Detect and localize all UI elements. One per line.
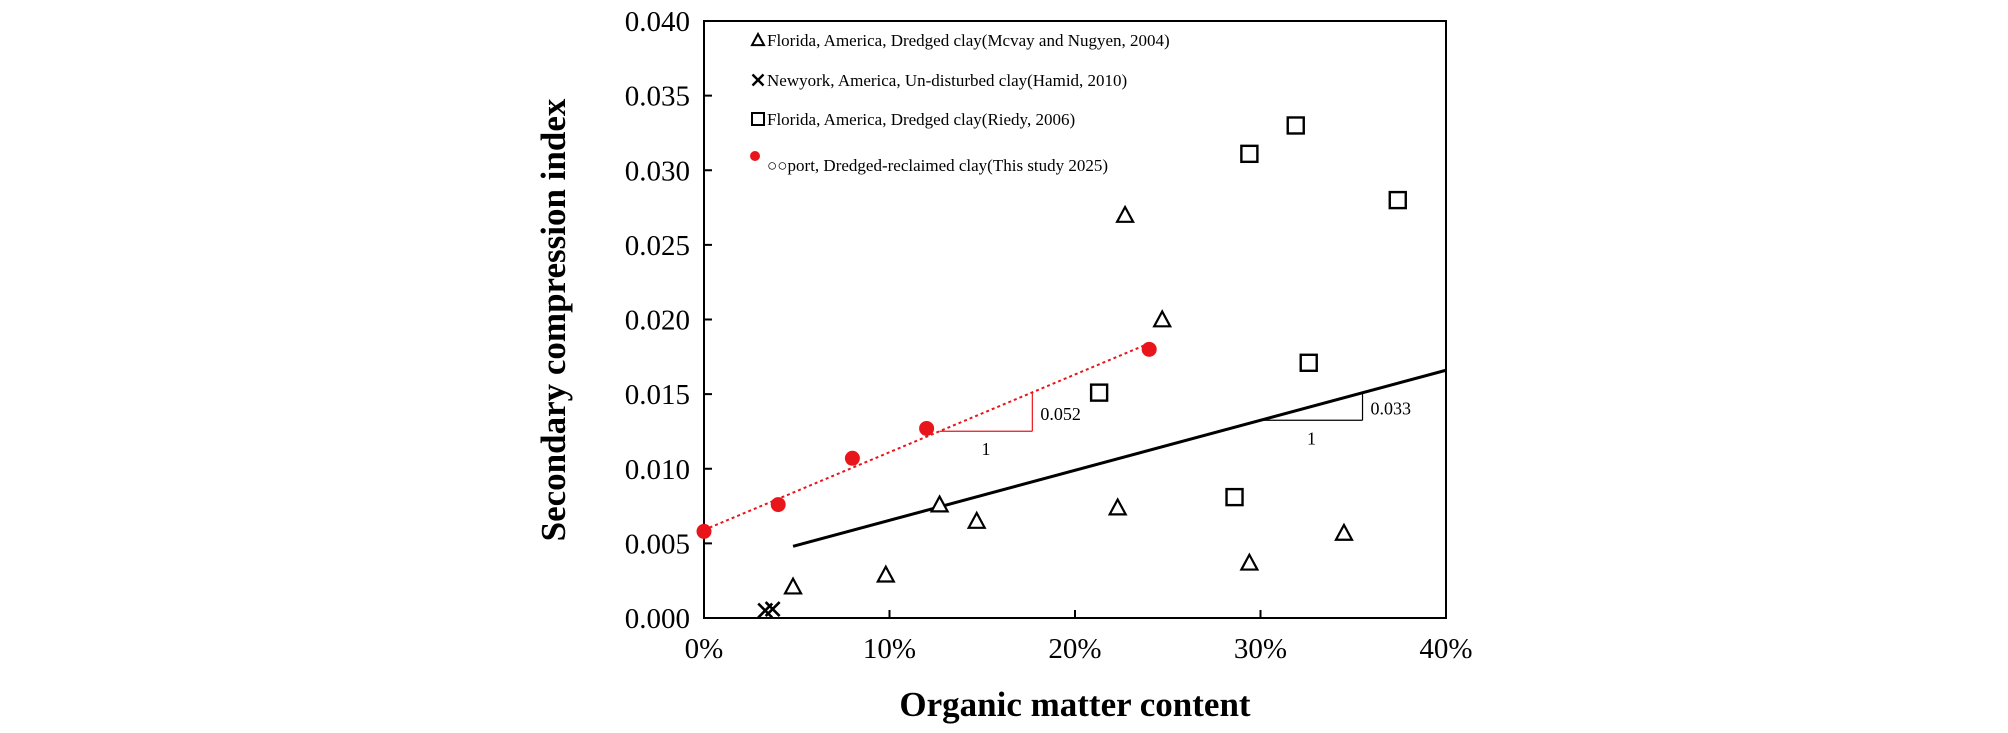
legend-item: Florida, America, Dredged clay(Mcvay and… — [750, 31, 1170, 50]
x-tick-label: 20% — [1048, 633, 1101, 665]
x-tick-label: 0% — [685, 633, 724, 665]
y-tick-label: 0.005 — [625, 528, 690, 560]
triangle-marker — [966, 510, 987, 529]
x-axis-title: Organic matter content — [899, 685, 1251, 724]
legend-item: Newyork, America, Un-disturbed clay(Hami… — [751, 71, 1127, 90]
series-square — [1089, 116, 1407, 507]
x-tick-label: 30% — [1234, 633, 1287, 665]
legend-item: Florida, America, Dredged clay(Riedy, 20… — [751, 110, 1075, 129]
series-circle — [696, 341, 1157, 539]
series-triangle — [783, 204, 1354, 595]
y-tick-label: 0.015 — [625, 379, 690, 411]
circle-marker — [1141, 341, 1157, 357]
slope-run-label: 1 — [1307, 428, 1316, 448]
legend-triangle-marker — [750, 31, 766, 47]
trendline — [792, 368, 1447, 548]
y-tick-label: 0.000 — [625, 603, 690, 635]
legend-label: Florida, America, Dredged clay(Riedy, 20… — [767, 110, 1075, 129]
x-tick-label: 10% — [863, 633, 916, 665]
slope-run-label: 1 — [981, 439, 990, 459]
triangle-marker — [1239, 552, 1260, 571]
y-axis-title: Secondary compression index — [534, 98, 573, 541]
trendline — [703, 342, 1150, 531]
data-marks — [696, 116, 1407, 619]
square-marker — [1299, 353, 1318, 372]
series-x — [757, 601, 781, 619]
triangle-marker — [1115, 204, 1135, 223]
x-marker-stroke — [764, 601, 781, 617]
y-tick-label: 0.030 — [625, 155, 690, 187]
x-tick-label: 40% — [1419, 633, 1472, 665]
circle-marker — [770, 497, 786, 513]
circle-marker — [696, 523, 712, 539]
circle-marker — [919, 420, 935, 436]
square-marker — [1388, 190, 1407, 210]
triangle-marker — [1334, 522, 1354, 541]
y-tick-label: 0.010 — [625, 454, 690, 486]
triangle-marker — [1152, 309, 1173, 328]
triangle-marker — [875, 564, 896, 583]
y-tick-label: 0.020 — [625, 305, 690, 337]
legend-x-marker — [751, 73, 765, 87]
triangle-marker — [929, 494, 950, 513]
x-axis: 0% 10% 20% 30% 40% — [685, 610, 1473, 665]
slope-value-label: 0.033 — [1371, 399, 1412, 419]
legend-circle-marker — [750, 151, 760, 161]
trendlines: 1 0.052 1 0.033 — [703, 342, 1447, 548]
slope-value-label: 0.052 — [1040, 404, 1081, 424]
legend-square-marker — [751, 112, 765, 126]
square-marker — [1225, 487, 1244, 507]
y-tick-label: 0.040 — [625, 6, 690, 38]
square-marker — [1286, 116, 1305, 135]
square-marker — [1240, 144, 1259, 164]
x-marker — [764, 601, 781, 617]
legend-label: ○○port, Dredged-reclaimed clay(This stud… — [767, 156, 1108, 175]
y-tick-label: 0.035 — [625, 81, 690, 113]
triangle-marker — [1107, 497, 1128, 516]
circle-marker — [844, 450, 860, 466]
legend: Florida, America, Dredged clay(Mcvay and… — [750, 31, 1170, 175]
y-axis: 0.000 0.005 0.010 0.015 0.020 0.025 0.030 0.035… — [625, 6, 712, 635]
legend-item: ○○port, Dredged-reclaimed clay(This stud… — [750, 151, 1108, 175]
y-tick-label: 0.025 — [625, 230, 690, 262]
square-marker — [1089, 383, 1109, 402]
legend-label: Florida, America, Dredged clay(Mcvay and… — [767, 31, 1170, 50]
triangle-marker — [783, 576, 803, 595]
legend-label: Newyork, America, Un-disturbed clay(Hami… — [767, 71, 1127, 90]
